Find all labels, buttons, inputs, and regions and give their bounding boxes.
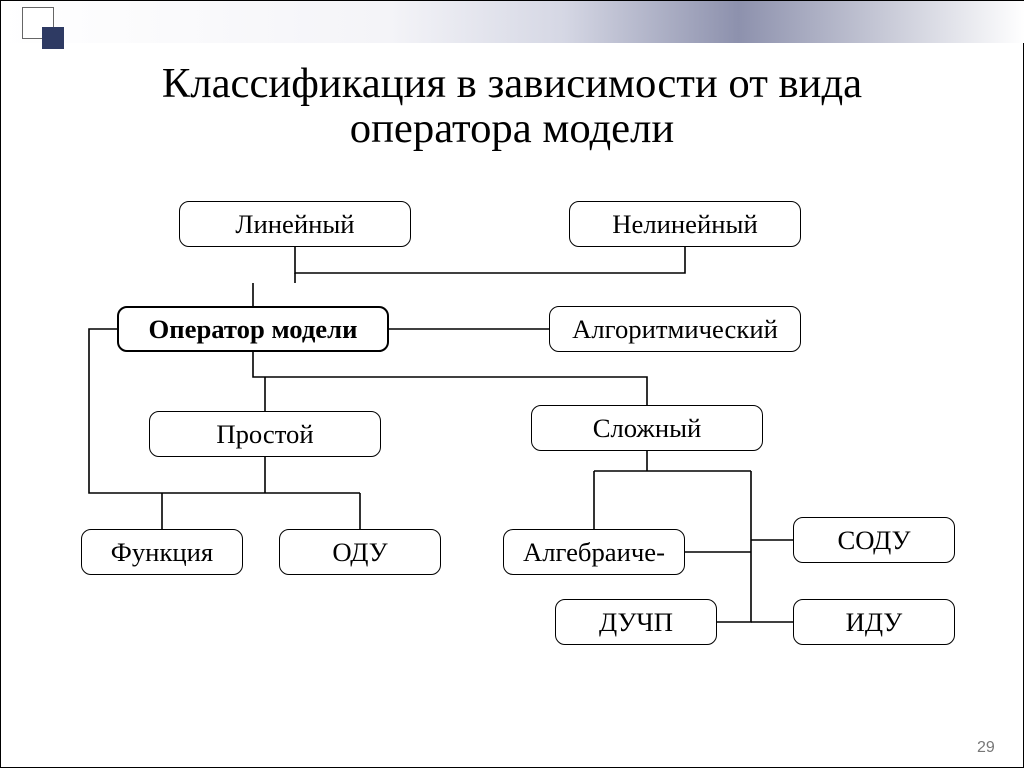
node-algebraic: Алгебраиче- xyxy=(503,529,685,575)
node-algorithmic: Алгоритмический xyxy=(549,306,801,352)
node-operator-model: Оператор модели xyxy=(117,306,389,352)
node-complex: Сложный xyxy=(531,405,763,451)
page-number: 29 xyxy=(977,739,995,757)
node-sodu: СОДУ xyxy=(793,517,955,563)
node-odu: ОДУ xyxy=(279,529,441,575)
top-gradient-bar xyxy=(1,1,1024,43)
node-linear: Линейный xyxy=(179,201,411,247)
node-nonlinear: Нелинейный xyxy=(569,201,801,247)
node-simple: Простой xyxy=(149,411,381,457)
slide-title-line-1: Классификация в зависимости от вида xyxy=(1,59,1023,108)
node-function: Функция xyxy=(81,529,243,575)
node-duchp: ДУЧП xyxy=(555,599,717,645)
corner-square-fill xyxy=(42,27,64,49)
slide: Классификация в зависимости от вида опер… xyxy=(0,0,1024,768)
node-idu: ИДУ xyxy=(793,599,955,645)
slide-title-line-2: оператора модели xyxy=(1,104,1023,153)
